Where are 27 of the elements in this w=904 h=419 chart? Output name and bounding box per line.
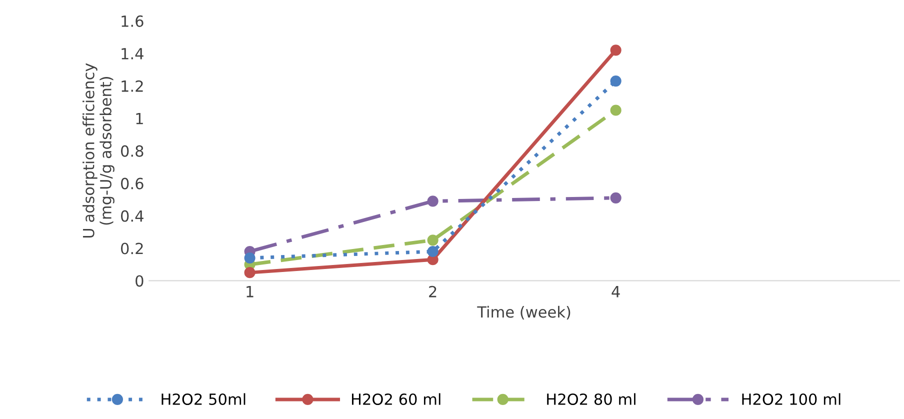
x-tick-label: 4 (612, 286, 620, 298)
y-tick-label: 1.4 (122, 48, 144, 60)
point (427, 246, 438, 258)
legend-label: H2O2 60 ml (352, 393, 440, 406)
legend-label: H2O2 100 ml (742, 393, 840, 406)
y-tick-label: 0.8 (121, 145, 144, 157)
y-tick-label: 0.4 (121, 210, 144, 222)
point (427, 196, 438, 207)
point (427, 234, 438, 246)
legend-label: H2O2 80 ml (547, 393, 636, 406)
legend-label: H2O2 50ml (162, 393, 246, 406)
y-tick-label: 1 (136, 113, 143, 124)
point (610, 104, 622, 116)
x-tick-label: 1 (246, 286, 254, 298)
point (244, 252, 256, 264)
y-tick-label: 0 (136, 275, 144, 287)
y-tick-label: 1.2 (122, 80, 143, 92)
y-tick-label: 0.6 (121, 178, 144, 190)
point (610, 44, 622, 56)
y-axis-title: U adsorption efficiency (mg-U/g adsorbent) (82, 63, 114, 238)
point (244, 267, 256, 278)
x-axis-title: Time (week) (477, 306, 570, 320)
x-tick-label: 2 (429, 286, 436, 298)
point (610, 192, 622, 204)
y-tick-label: 0.2 (121, 242, 143, 254)
point (610, 75, 622, 87)
y-tick-label: 1.6 (122, 15, 144, 27)
